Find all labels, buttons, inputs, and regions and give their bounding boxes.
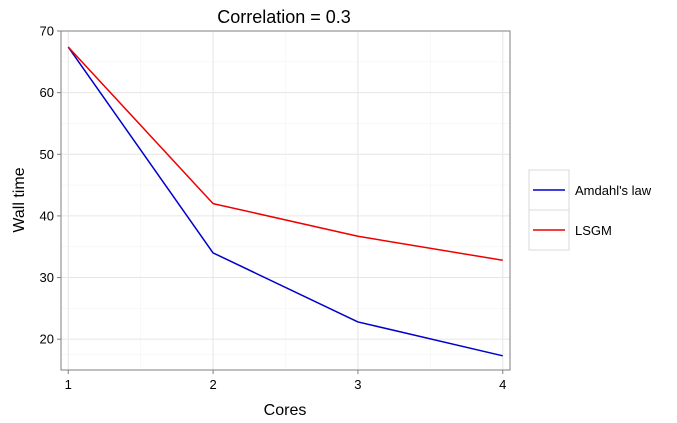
x-axis-title: Cores — [264, 402, 307, 419]
y-tick-label: 50 — [40, 147, 54, 162]
legend-label-lsgm: LSGM — [575, 223, 612, 238]
y-tick-label: 30 — [40, 270, 54, 285]
legend-label-amdahl-s-law: Amdahl's law — [575, 183, 652, 198]
plot-area — [60, 30, 511, 371]
x-tick-label: 1 — [65, 377, 72, 392]
x-tick-label: 4 — [499, 377, 506, 392]
y-axis: 20 30 40 50 60 70 — [40, 24, 61, 347]
y-tick-label: 70 — [40, 24, 54, 39]
series-line-lsgm — [67, 46, 503, 262]
minor-grid — [61, 31, 510, 370]
legend: Amdahl's law LSGM — [528, 169, 652, 251]
x-tick-label: 3 — [354, 377, 361, 392]
series-lines — [67, 46, 503, 357]
series-line-amdahl-s-law — [67, 46, 503, 357]
plot-border — [60, 30, 511, 371]
y-tick-label: 40 — [40, 208, 54, 223]
chart-title: Correlation = 0.3 — [217, 7, 351, 27]
y-axis-title: Wall time — [11, 167, 28, 232]
y-tick-label: 60 — [40, 85, 54, 100]
x-axis: 1 2 3 4 — [65, 370, 506, 392]
y-tick-label: 20 — [40, 332, 54, 347]
x-tick-label: 2 — [209, 377, 216, 392]
